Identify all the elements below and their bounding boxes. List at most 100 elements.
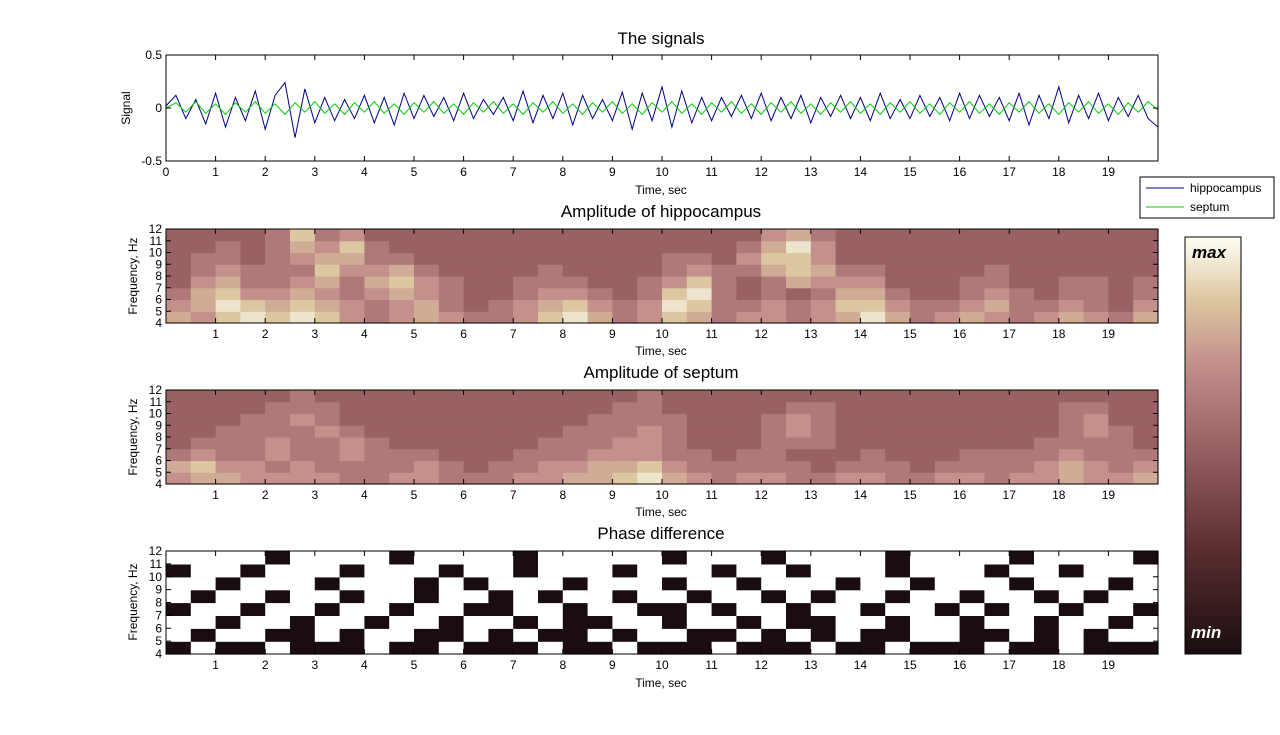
- heatmap-cell: [612, 264, 638, 277]
- heatmap-cell: [761, 576, 787, 591]
- heatmap-cell: [587, 589, 613, 604]
- y-tick-label: 5: [155, 304, 162, 318]
- heatmap-cell: [1058, 472, 1085, 485]
- signals-panel: The signals 0 1 2 3 4 5 6 7 8 9 10 11 12 13 14 15 16 17 18…: [119, 29, 1159, 197]
- heatmap-cell: [166, 641, 192, 655]
- phase-difference-title: Phase difference: [597, 524, 724, 543]
- heatmap-cell: [265, 229, 291, 242]
- heatmap-cell: [339, 311, 365, 324]
- heatmap-cell: [215, 472, 241, 485]
- heatmap-cell: [190, 299, 217, 312]
- heatmap-cell: [810, 602, 837, 616]
- heatmap-cell: [612, 472, 638, 485]
- x-tick-label: 9: [609, 327, 616, 341]
- heatmap-cell: [562, 437, 589, 450]
- heatmap-cell: [290, 299, 316, 312]
- heatmap-cell: [1083, 437, 1109, 450]
- heatmap-cell: [513, 563, 539, 578]
- heatmap-cell: [587, 287, 613, 301]
- heatmap-cell: [736, 401, 762, 415]
- x-tick-label: 15: [903, 488, 917, 502]
- signals-plot-area: [165, 81, 1159, 138]
- heatmap-cell: [290, 576, 316, 591]
- heatmap-cell: [686, 390, 713, 403]
- heatmap-cell: [364, 425, 390, 438]
- heatmap-cell: [438, 229, 465, 242]
- heatmap-cell: [587, 448, 613, 462]
- heatmap-cell: [637, 413, 663, 426]
- heatmap-cell: [1083, 276, 1109, 289]
- heatmap-cell: [686, 425, 713, 438]
- heatmap-cell: [587, 641, 613, 655]
- heatmap-cell: [1058, 551, 1085, 565]
- heatmap-cell: [364, 390, 390, 403]
- heatmap-cell: [835, 589, 861, 604]
- heatmap-cell: [835, 551, 861, 565]
- heatmap-cell: [414, 229, 440, 242]
- heatmap-cell: [240, 240, 266, 254]
- heatmap-cell: [538, 563, 564, 578]
- x-tick-label: 19: [1102, 165, 1116, 179]
- heatmap-cell: [736, 390, 762, 403]
- heatmap-cell: [736, 413, 762, 426]
- heatmap-cell: [761, 311, 787, 324]
- amplitude-hippocampus-panel: Amplitude of hippocampus 1 2 3 4 5 6 7 8 9 10 11 12…: [126, 202, 1159, 358]
- heatmap-cell: [810, 401, 837, 415]
- heatmap-cell: [587, 602, 613, 616]
- signals-axes-frame: [165, 54, 1159, 162]
- heatmap-cell: [215, 641, 241, 655]
- heatmap-cell: [414, 390, 440, 403]
- amplitude-hippocampus-heatmap: [166, 229, 1159, 324]
- heatmap-cell: [290, 264, 316, 277]
- heatmap-cell: [488, 311, 514, 324]
- heatmap-cell: [761, 252, 787, 265]
- heatmap-cell: [488, 437, 514, 450]
- heatmap-cell: [1133, 551, 1159, 565]
- heatmap-cell: [1034, 576, 1060, 591]
- heatmap-cell: [290, 589, 316, 604]
- heatmap-cell: [761, 240, 787, 254]
- heatmap-cell: [414, 472, 440, 485]
- heatmap-cell: [885, 589, 911, 604]
- heatmap-cell: [240, 589, 266, 604]
- heatmap-cell: [166, 299, 192, 312]
- colorbar-max-label: max: [1192, 243, 1228, 262]
- heatmap-cell: [810, 425, 837, 438]
- heatmap-cell: [736, 437, 762, 450]
- heatmap-cell: [934, 229, 961, 242]
- heatmap-cell: [314, 628, 341, 642]
- heatmap-cell: [513, 264, 539, 277]
- heatmap-cell: [885, 576, 911, 591]
- heatmap-cell: [1133, 299, 1159, 312]
- heatmap-cell: [265, 589, 291, 604]
- heatmap-cell: [166, 413, 192, 426]
- heatmap-cell: [885, 311, 911, 324]
- x-tick-label: 19: [1102, 488, 1116, 502]
- heatmap-cell: [612, 413, 638, 426]
- heatmap-cell: [612, 299, 638, 312]
- heatmap-cell: [190, 563, 217, 578]
- heatmap-cell: [265, 413, 291, 426]
- heatmap-cell: [240, 472, 266, 485]
- heatmap-cell: [463, 576, 489, 591]
- heatmap-cell: [1083, 460, 1109, 473]
- y-tick-label: 6: [155, 621, 162, 635]
- heatmap-cell: [290, 287, 316, 301]
- heatmap-cell: [1058, 641, 1085, 655]
- heatmap-cell: [736, 229, 762, 242]
- heatmap-cell: [761, 602, 787, 616]
- heatmap-cell: [1058, 589, 1085, 604]
- heatmap-cell: [860, 628, 886, 642]
- heatmap-cell: [314, 448, 341, 462]
- heatmap-cell: [1108, 401, 1134, 415]
- heatmap-cell: [587, 576, 613, 591]
- heatmap-cell: [1108, 472, 1134, 485]
- x-tick-label: 2: [262, 327, 269, 341]
- heatmap-cell: [736, 576, 762, 591]
- heatmap-cell: [637, 602, 663, 616]
- heatmap-cell: [1058, 229, 1085, 242]
- heatmap-cell: [885, 615, 911, 629]
- heatmap-cell: [1009, 563, 1035, 578]
- heatmap-cell: [885, 240, 911, 254]
- heatmap-cell: [810, 252, 837, 265]
